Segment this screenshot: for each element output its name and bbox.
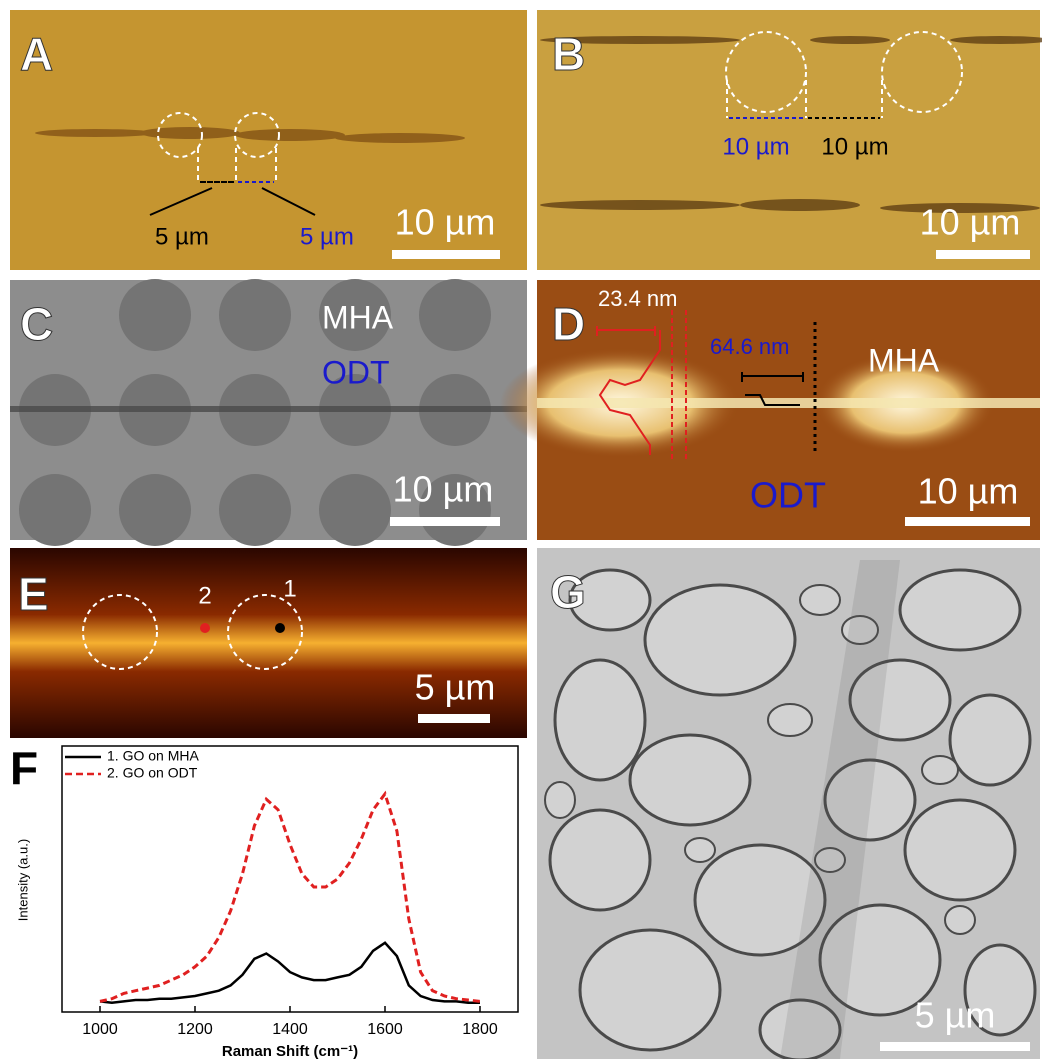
scale-bar — [390, 517, 500, 526]
panel-label: B — [552, 28, 585, 80]
annotation: 10 µm — [821, 133, 888, 160]
annotation: 5 µm — [300, 223, 354, 250]
x-axis-label: Raman Shift (cm⁻¹) — [222, 1043, 358, 1059]
panel-label: E — [18, 568, 49, 620]
panel-a: 5 µm 5 µm A 10 µm — [10, 10, 527, 270]
panel-d: 23.4 nm 64.6 nm MHA ODT D 10 µm — [500, 280, 1040, 540]
panel-label: A — [20, 28, 53, 80]
scale-bar — [418, 714, 490, 723]
annotation: MHA — [868, 342, 940, 378]
x-tick-label: 1600 — [367, 1021, 403, 1038]
annotation: ODT — [750, 475, 826, 516]
scale-bar-label: 10 µm — [393, 469, 494, 510]
annotation: 10 µm — [722, 133, 789, 160]
panel-label: G — [550, 566, 586, 618]
annotation: ODT — [322, 354, 390, 390]
annotation: 1 — [283, 575, 296, 602]
scale-bar-label: 5 µm — [915, 995, 996, 1036]
panel-c: MHA ODT C 10 µm — [10, 279, 527, 546]
scale-bar — [880, 1042, 1030, 1051]
scale-bar-label: 5 µm — [415, 667, 496, 708]
annotation: 2 — [198, 582, 211, 609]
panel-b: 10 µm 10 µm B 10 µm — [537, 10, 1042, 270]
scale-bar-label: 10 µm — [920, 202, 1021, 243]
panel-f: F Raman Shift (cm⁻¹) Intensity (a.u.) 10… — [10, 742, 518, 1059]
scale-bar — [392, 250, 500, 259]
x-tick-label: 1200 — [177, 1021, 213, 1038]
scale-bar-label: 10 µm — [395, 202, 496, 243]
panel-label: F — [10, 742, 38, 794]
panel-label: D — [552, 298, 585, 350]
legend-label: 1. GO on MHA — [107, 748, 199, 764]
scale-bar — [936, 250, 1030, 259]
scale-bar-label: 10 µm — [918, 471, 1019, 512]
figure: 5 µm 5 µm A 10 µm 10 µm 10 µm B 10 µm MH… — [0, 0, 1042, 1059]
annotation: 5 µm — [155, 223, 209, 250]
y-axis-label: Intensity (a.u.) — [15, 839, 30, 921]
x-tick-label: 1000 — [82, 1021, 118, 1038]
panel-e: 2 1 E 5 µm — [10, 548, 527, 738]
annotation: MHA — [322, 299, 394, 335]
annotation: 64.6 nm — [710, 334, 790, 359]
legend-label: 2. GO on ODT — [107, 765, 198, 781]
x-tick-label: 1800 — [462, 1021, 498, 1038]
annotation: 23.4 nm — [598, 286, 678, 311]
panel-g: G 5 µm — [537, 548, 1040, 1059]
x-tick-label: 1400 — [272, 1021, 308, 1038]
scale-bar — [905, 517, 1030, 526]
panel-label: C — [20, 298, 53, 350]
